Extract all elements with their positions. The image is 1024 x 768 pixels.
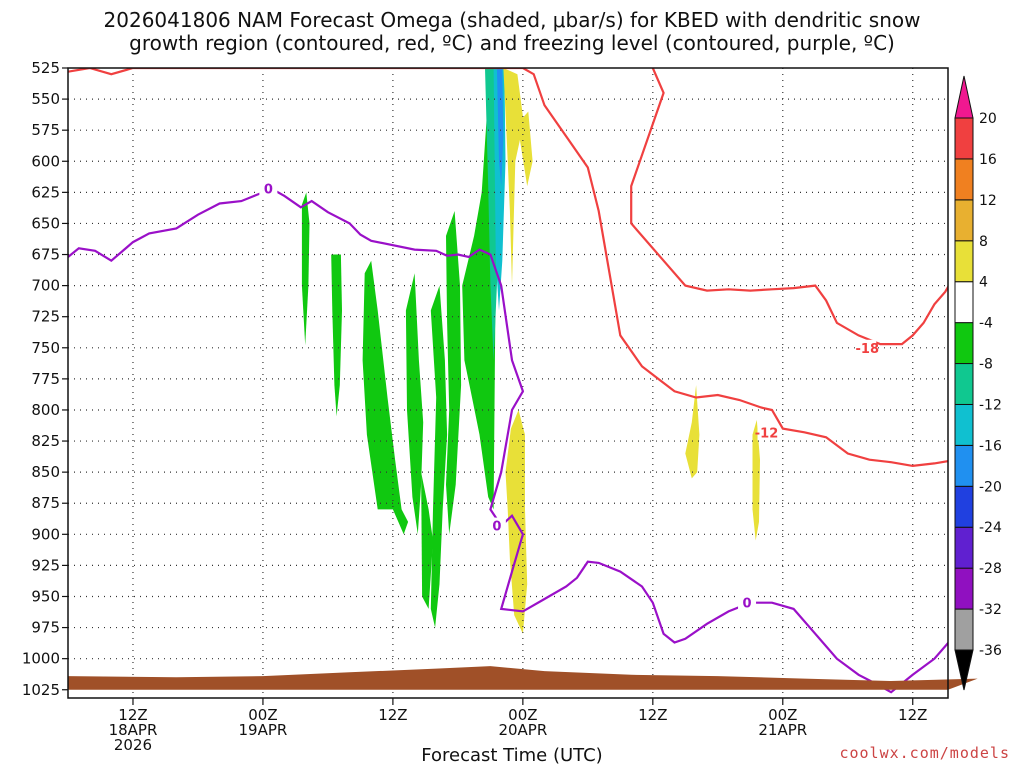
y-tick-label: 900 [31,525,60,543]
y-tick-label: 550 [31,90,60,108]
x-tick-label: 00Z [248,706,277,724]
contour-label: 0 [492,520,501,535]
x-tick-label: 21APR [758,721,807,739]
colorbar-bin [954,526,974,569]
omega-region-yellow [517,111,533,187]
y-tick-label: 725 [31,308,60,326]
x-tick-label: 12Z [898,706,927,724]
x-tick-label: 2026 [114,736,152,754]
colorbar-bin [954,485,974,528]
colorbar-label: -28 [979,561,1002,577]
credit-text[interactable]: coolwx.com/models [839,744,1010,762]
colorbar-bin [954,117,974,160]
colorbar-bin [954,199,974,242]
colorbar-bin [954,444,974,487]
omega-shading [301,68,760,634]
contour-label: 0 [743,597,752,612]
omega-region-yellow [752,419,760,541]
colorbar-label: -12 [979,397,1002,413]
y-tick-label: 675 [31,246,60,264]
x-tick-label: 12Z [118,706,147,724]
colorbar-label: 4 [979,275,988,291]
omega-region-green [430,285,448,628]
y-tick-label: 650 [31,214,60,232]
y-tick-label: 800 [31,401,60,419]
x-axis-title: Forecast Time (UTC) [421,745,603,766]
y-tick-label: 625 [31,183,60,201]
omega-region-green [421,472,433,609]
colorbar-label: 12 [979,193,997,209]
terrain-floor [68,666,978,690]
colorbar-bin [954,608,974,651]
y-tick-label: 1000 [22,650,60,668]
y-tick-label: 525 [31,59,60,77]
y-tick-label: 950 [31,587,60,605]
y-tick-label: 925 [31,556,60,574]
x-tick-label: 00Z [768,706,797,724]
x-tick-label: 19APR [239,721,288,739]
x-tick-label: 18APR [109,721,158,739]
omega-region-green [301,192,310,346]
contour-label-bg [487,517,506,534]
colorbar-bin [954,567,974,610]
omega-region-blue [496,68,504,187]
chart-title-line-1: 2026041806 NAM Forecast Omega (shaded, μ… [103,8,921,32]
y-tick-label: 775 [31,370,60,388]
x-tick-label: 12Z [638,706,667,724]
colorbar-bin [954,403,974,446]
colorbar-label: -8 [979,357,993,373]
contour-label: -12 [755,426,779,441]
omega-region-yellow [503,68,528,286]
colorbar: -36 -32 -28 -24 -20 -16 -12 -8 -4 4 8 12 16 20 [954,75,1002,691]
colorbar-bin [954,322,974,365]
contour-line [68,68,948,468]
x-tick-label: 00Z [508,706,537,724]
x-tick-label: 12Z [378,706,407,724]
y-axis-ticks: 525 550 575 600 625 650 675 700 725 750 775 800 825 8… [22,59,68,699]
y-tick-label: 1025 [22,681,60,699]
omega-region-green [362,260,409,535]
contour-line [630,68,948,346]
x-tick-label: 20APR [498,721,547,739]
contour-lines: 0 0 0 -12 -18 [68,68,948,694]
colorbar-label: 20 [979,111,997,127]
colorbar-label: 8 [979,234,988,250]
contour-label-bg [259,180,278,197]
omega-region-yellow [685,385,700,479]
colorbar-label: 16 [979,152,997,168]
contour-label-bg [757,424,776,441]
omega-region-green [331,254,342,417]
contour-label: -18 [856,342,880,357]
plot-frame [67,67,949,699]
colorbar-label: -20 [979,479,1002,495]
contour-label-bg [738,594,757,611]
y-tick-label: 850 [31,463,60,481]
y-tick-label: 825 [31,432,60,450]
y-tick-label: 750 [31,339,60,357]
contour-label-bg [858,339,877,356]
colorbar-label: -16 [979,438,1002,454]
y-tick-label: 575 [31,121,60,139]
colorbar-bin [954,158,974,201]
chart-title-line-2: growth region (contoured, red, ºC) and f… [129,31,895,55]
omega-region-green [446,211,462,535]
omega-region-green [462,68,496,510]
y-tick-label: 700 [31,277,60,295]
omega-region-green [405,273,424,535]
colorbar-label: -24 [979,520,1002,536]
terrain-area [68,666,978,690]
y-tick-label: 600 [31,152,60,170]
colorbar-max-arrow [954,75,974,119]
contour-label: 0 [264,183,273,198]
colorbar-label: -32 [979,602,1002,618]
colorbar-bin [954,363,974,405]
y-tick-label: 875 [31,494,60,512]
colorbar-bin [954,281,974,324]
colorbar-bin [954,240,974,283]
colorbar-label: -36 [979,643,1002,659]
colorbar-label: -4 [979,316,993,332]
y-tick-label: 975 [31,619,60,637]
